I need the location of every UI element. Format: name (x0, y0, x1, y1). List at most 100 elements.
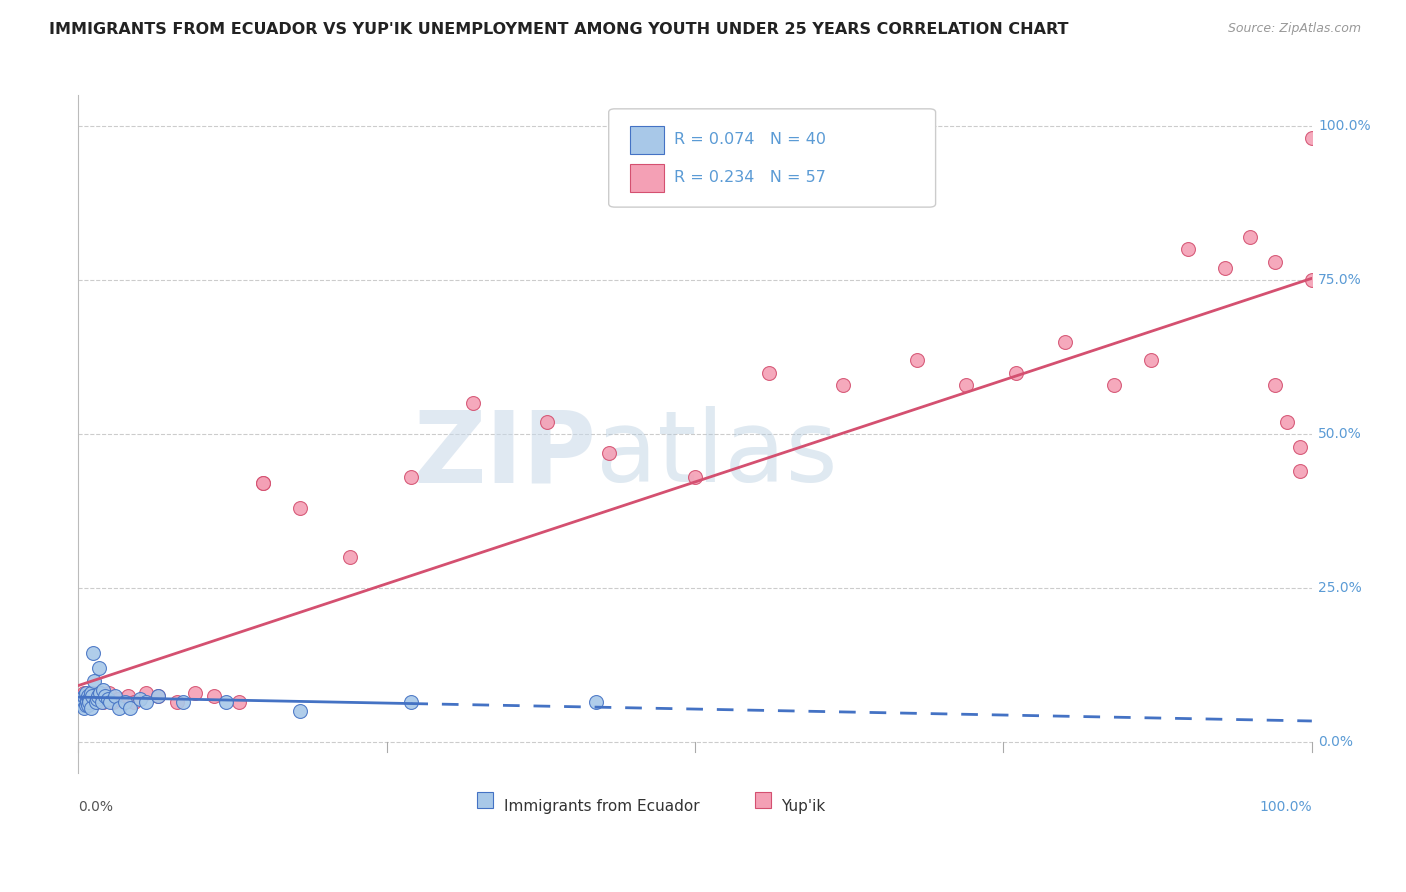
Text: Yup'ik: Yup'ik (782, 799, 825, 814)
Point (955, 377, 977, 392)
Text: R = 0.234   N = 57: R = 0.234 N = 57 (673, 170, 825, 186)
Point (148, 689, 170, 703)
Point (72, 689, 94, 703)
Point (401, 470, 423, 484)
Point (1288, 440, 1310, 454)
Point (77, 698, 100, 713)
Point (252, 476, 274, 491)
Point (172, 695, 194, 709)
Point (76, 695, 98, 709)
Point (73, 689, 96, 703)
Point (585, 695, 607, 709)
Point (79, 695, 101, 709)
Point (1140, 353, 1163, 368)
Text: 75.0%: 75.0% (1317, 273, 1362, 287)
Point (73, 686, 96, 700)
Point (120, 701, 142, 715)
Point (75, 698, 97, 713)
Point (97, 692, 120, 706)
Point (83, 673, 105, 688)
Point (1215, 260, 1237, 275)
Text: ZIP: ZIP (413, 406, 596, 503)
Text: 0.0%: 0.0% (1317, 735, 1353, 749)
Text: atlas: atlas (596, 406, 838, 503)
Point (104, 689, 127, 703)
Point (77, 689, 100, 703)
Point (84, 695, 107, 709)
Point (79, 701, 101, 715)
Point (75, 686, 97, 700)
Point (184, 686, 207, 700)
Point (114, 695, 136, 709)
Point (86, 686, 108, 700)
Point (86, 692, 108, 706)
Point (70, 695, 93, 709)
Point (1104, 377, 1126, 392)
Point (228, 695, 250, 709)
Text: 50.0%: 50.0% (1317, 427, 1362, 442)
Text: 100.0%: 100.0% (1260, 800, 1312, 814)
Point (1288, 464, 1310, 478)
Text: Immigrants from Ecuador: Immigrants from Ecuador (503, 799, 699, 814)
Point (89, 686, 111, 700)
Point (90, 695, 112, 709)
Point (91, 695, 114, 709)
Point (87, 689, 110, 703)
Point (79, 692, 101, 706)
Point (89, 661, 111, 675)
Point (98, 695, 121, 709)
Point (94, 689, 117, 703)
Point (89, 689, 111, 703)
Point (76, 695, 98, 709)
Point (135, 686, 157, 700)
Point (107, 692, 129, 706)
Point (339, 550, 361, 565)
Bar (630, 126, 664, 154)
Point (683, 470, 706, 484)
Point (758, 366, 780, 380)
Point (91, 682, 114, 697)
Point (83, 689, 105, 703)
Point (108, 701, 131, 715)
Point (252, 476, 274, 491)
Point (135, 695, 157, 709)
Point (84, 695, 107, 709)
Point (79, 686, 101, 700)
FancyBboxPatch shape (609, 109, 935, 207)
Point (80, 689, 103, 703)
Point (75, 692, 97, 706)
Point (69, 695, 91, 709)
Point (1054, 334, 1077, 349)
Point (1301, 273, 1323, 287)
Point (73, 701, 96, 715)
Point (401, 695, 423, 709)
Point (1264, 377, 1286, 392)
Point (82, 646, 104, 660)
Text: Source: ZipAtlas.com: Source: ZipAtlas.com (1227, 22, 1361, 36)
Text: R = 0.074   N = 40: R = 0.074 N = 40 (673, 132, 827, 147)
Text: 100.0%: 100.0% (1317, 120, 1371, 133)
Point (166, 695, 188, 709)
Point (122, 695, 145, 709)
Point (536, 415, 558, 429)
Point (89, 686, 111, 700)
Point (94, 689, 117, 703)
Point (69, 692, 91, 706)
Point (461, 396, 484, 410)
Point (1301, 131, 1323, 145)
Point (148, 689, 170, 703)
Bar (630, 164, 664, 192)
Point (598, 445, 620, 459)
Text: 25.0%: 25.0% (1317, 582, 1362, 595)
Point (72, 698, 94, 713)
Point (290, 705, 312, 719)
Point (905, 353, 928, 368)
Point (79, 692, 101, 706)
Point (117, 689, 139, 703)
Point (129, 692, 152, 706)
Point (77, 689, 100, 703)
Point (1239, 230, 1261, 244)
Point (70, 692, 93, 706)
Text: IMMIGRANTS FROM ECUADOR VS YUP'IK UNEMPLOYMENT AMONG YOUTH UNDER 25 YEARS CORREL: IMMIGRANTS FROM ECUADOR VS YUP'IK UNEMPL… (49, 22, 1069, 37)
Text: 0.0%: 0.0% (79, 800, 114, 814)
